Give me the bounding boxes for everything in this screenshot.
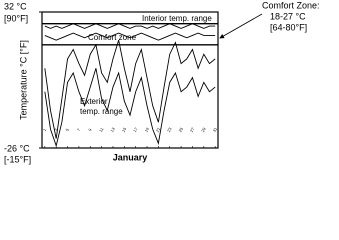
y-axis-label: Temperature °C [°F]: [18, 40, 28, 120]
x-tick-label: 17: [132, 126, 139, 133]
x-tick-label: 27: [189, 126, 196, 133]
x-tick-label: 9: [87, 127, 93, 132]
x-axis-label: January: [113, 152, 148, 162]
x-tick-label: 3: [53, 127, 59, 132]
x-tick-label: 13: [109, 126, 116, 133]
series-line: [44, 68, 216, 148]
series-line: [44, 40, 216, 139]
annotation: temp. range: [80, 107, 123, 116]
annotation: 18-27 °C: [270, 11, 306, 21]
x-tick-label: 25: [177, 126, 184, 133]
annotation: Exterior: [80, 97, 108, 106]
x-tick-label: 29: [200, 126, 207, 133]
annotation: Comfort Zone:: [262, 0, 320, 10]
annotation: Interior temp. range: [142, 14, 212, 23]
arrow: [219, 13, 263, 39]
y-tick-label: -26 °C: [4, 143, 30, 153]
x-tick-label: 31: [212, 126, 219, 133]
x-tick-label: 1: [42, 127, 48, 132]
x-tick-label: 15: [121, 126, 128, 133]
annotation: Comfort zone: [88, 33, 137, 42]
series-line: [44, 23, 216, 29]
plot-frame: [41, 11, 219, 149]
chart: Temperature °C [°F] January Interior tem…: [4, 0, 320, 164]
y2-tick-label: [90°F]: [4, 13, 28, 23]
series-line: [44, 32, 216, 41]
x-tick-label: 11: [98, 126, 105, 133]
x-tick-label: 5: [64, 127, 70, 132]
y2-tick-label: [-15°F]: [4, 154, 31, 164]
x-tick-label: 21: [155, 126, 162, 133]
x-tick-label: 19: [143, 126, 150, 133]
y-tick-label: 32 °C: [4, 1, 27, 11]
annotation: [64-80°F]: [270, 22, 307, 32]
x-tick-label: 23: [166, 126, 173, 133]
x-tick-label: 7: [76, 127, 82, 132]
